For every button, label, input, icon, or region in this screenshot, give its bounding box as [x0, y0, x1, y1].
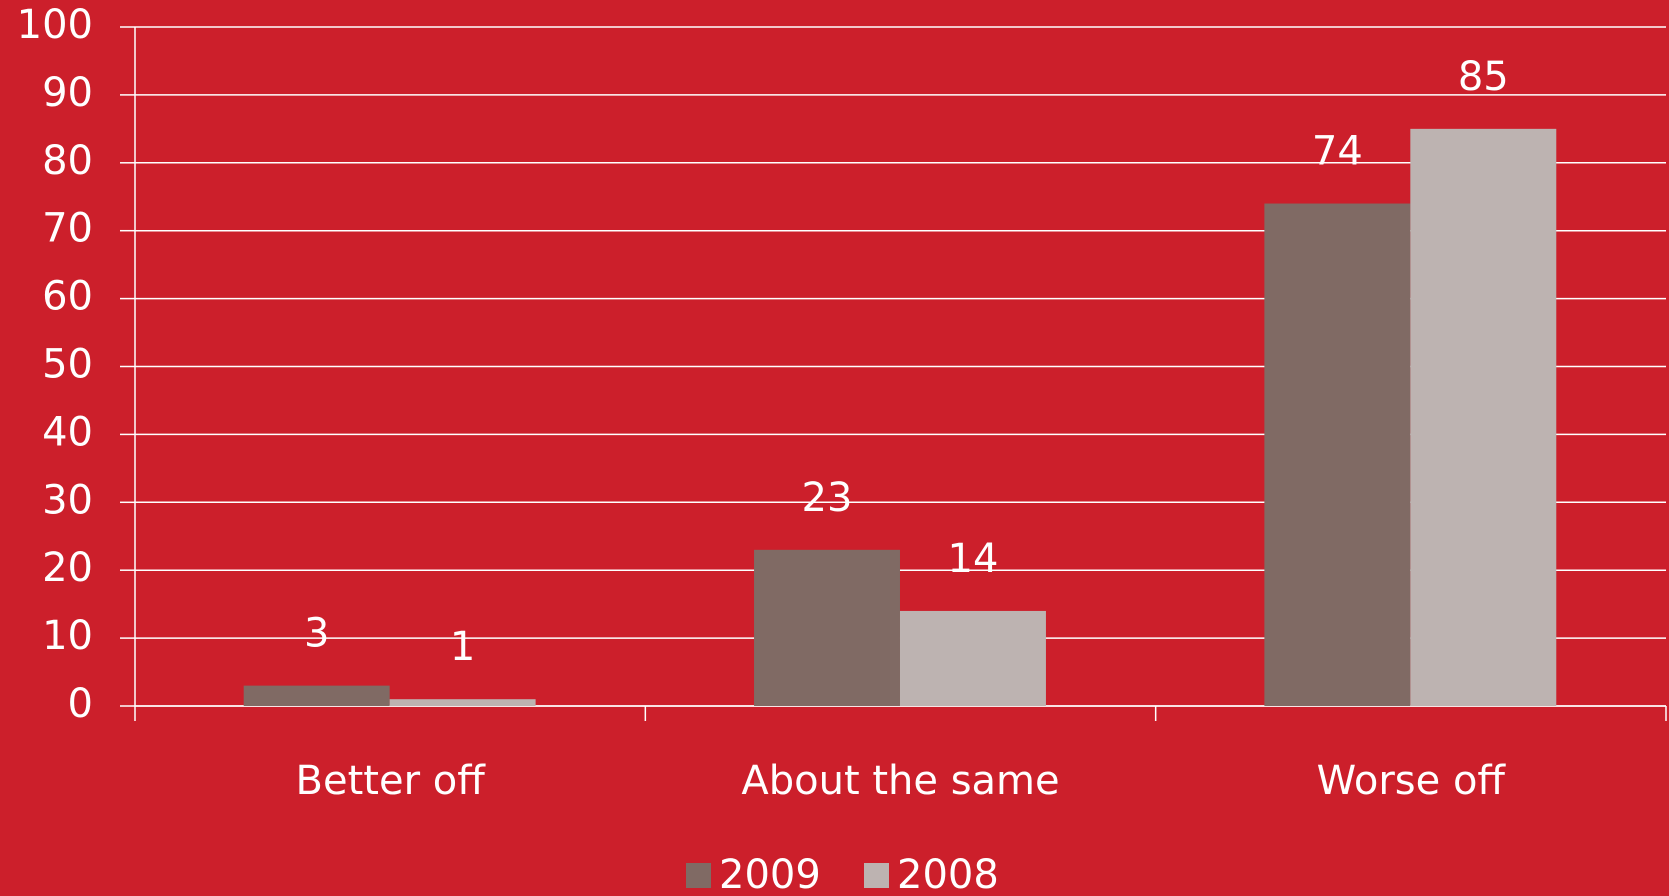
bar: [754, 549, 900, 706]
x-tick-label: Worse off: [1317, 758, 1507, 804]
bar: [1410, 128, 1557, 707]
value-label: 3: [304, 611, 329, 657]
bar: [389, 699, 536, 706]
bar: [243, 685, 390, 706]
value-label: 74: [1312, 129, 1363, 175]
value-label: 14: [948, 536, 999, 582]
legend-label: 2008: [897, 852, 999, 896]
value-label: 85: [1458, 54, 1509, 100]
y-tick-label: 10: [42, 613, 93, 659]
y-tick-label: 70: [42, 206, 93, 252]
y-tick-label: 90: [42, 70, 93, 116]
y-tick-label: 40: [42, 409, 93, 455]
legend-swatch: [864, 863, 889, 888]
value-label: 1: [450, 624, 475, 670]
bar: [1264, 203, 1411, 707]
y-tick-label: 30: [42, 477, 93, 523]
y-tick-label: 60: [42, 274, 93, 320]
x-tick-label: About the same: [741, 758, 1059, 804]
y-tick-label: 80: [42, 138, 93, 184]
bar: [899, 610, 1046, 706]
y-tick-label: 50: [42, 342, 93, 388]
y-tick-label: 0: [68, 681, 93, 727]
y-tick-label: 100: [17, 2, 93, 48]
x-tick-label: Better off: [296, 758, 487, 804]
y-tick-label: 20: [42, 545, 93, 591]
value-label: 23: [802, 475, 853, 521]
legend-label: 2009: [719, 852, 821, 896]
legend-swatch: [686, 863, 711, 888]
